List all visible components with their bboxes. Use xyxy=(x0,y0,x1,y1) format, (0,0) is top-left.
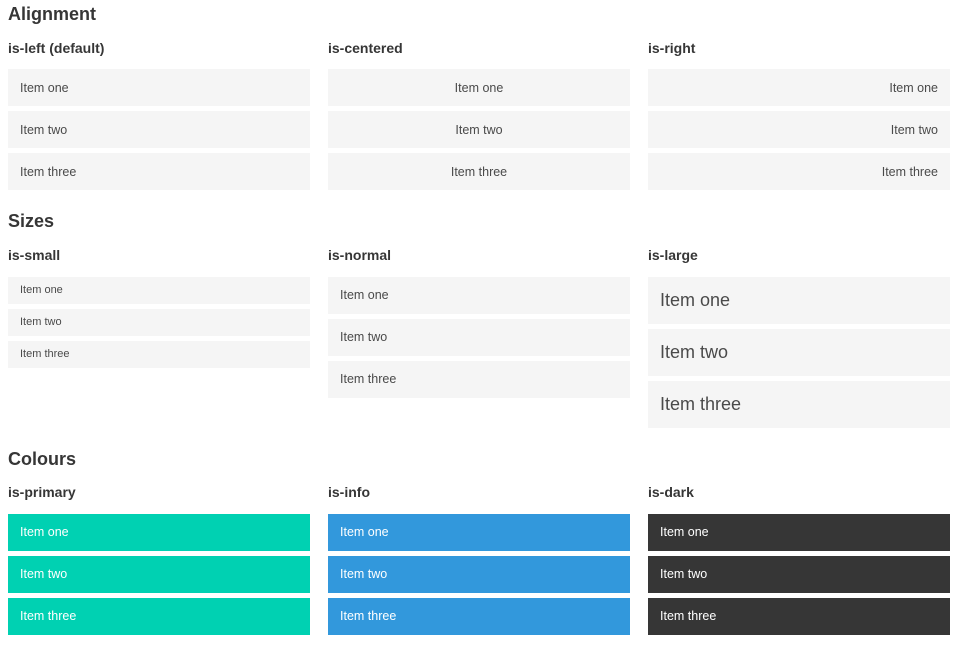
list-item: Item two xyxy=(648,111,950,149)
list-info: Item one Item two Item three xyxy=(328,514,630,636)
variant-title-is-left: is-left (default) xyxy=(8,39,105,56)
list-center-aligned: Item one Item two Item three xyxy=(328,69,630,191)
list-item: Item three xyxy=(648,380,950,428)
list-item: Item three xyxy=(328,153,630,191)
variant-is-left: is-left (default) Item one Item two Item… xyxy=(8,40,310,196)
variant-title-is-primary: is-primary xyxy=(8,484,76,501)
list-item: Item one xyxy=(8,276,310,304)
list-item: Item two xyxy=(8,556,310,594)
alignment-grid: is-left (default) Item one Item two Item… xyxy=(8,40,950,196)
list-small: Item one Item two Item three xyxy=(8,276,310,368)
variant-title-is-small: is-small xyxy=(8,246,61,263)
list-item: Item two xyxy=(8,308,310,336)
list-item: Item one xyxy=(648,69,950,107)
list-normal: Item one Item two Item three xyxy=(328,276,630,398)
list-item: Item one xyxy=(8,69,310,107)
list-item: Item three xyxy=(8,153,310,191)
list-item: Item one xyxy=(328,69,630,107)
list-item: Item three xyxy=(8,340,310,368)
demo-page: Alignment is-left (default) Item one Ite… xyxy=(8,4,950,640)
variant-is-info: is-info Item one Item two Item three xyxy=(328,484,630,640)
section-alignment: Alignment is-left (default) Item one Ite… xyxy=(8,4,950,195)
variant-title-is-dark: is-dark xyxy=(648,484,694,501)
variant-title-is-info: is-info xyxy=(328,484,370,501)
list-item: Item one xyxy=(8,514,310,552)
section-sizes: Sizes is-small Item one Item two Item th… xyxy=(8,211,950,432)
list-primary: Item one Item two Item three xyxy=(8,514,310,636)
variant-is-primary: is-primary Item one Item two Item three xyxy=(8,484,310,640)
list-item: Item two xyxy=(648,556,950,594)
list-large: Item one Item two Item three xyxy=(648,276,950,428)
variant-is-centered: is-centered Item one Item two Item three xyxy=(328,40,630,196)
variant-is-normal: is-normal Item one Item two Item three xyxy=(328,247,630,433)
list-item: Item one xyxy=(328,514,630,552)
list-item: Item three xyxy=(328,598,630,636)
variant-title-is-normal: is-normal xyxy=(328,246,392,263)
list-item: Item three xyxy=(648,153,950,191)
variant-title-is-large: is-large xyxy=(648,246,698,263)
variant-title-is-centered: is-centered xyxy=(328,39,403,56)
list-item: Item three xyxy=(8,598,310,636)
section-title-alignment: Alignment xyxy=(8,4,96,24)
variant-is-right: is-right Item one Item two Item three xyxy=(648,40,950,196)
variant-title-is-right: is-right xyxy=(648,39,696,56)
list-item: Item two xyxy=(328,318,630,356)
section-colours: Colours is-primary Item one Item two Ite… xyxy=(8,449,950,640)
list-item: Item two xyxy=(328,556,630,594)
list-dark: Item one Item two Item three xyxy=(648,514,950,636)
section-title-sizes: Sizes xyxy=(8,211,55,232)
section-title-colours: Colours xyxy=(8,448,77,469)
list-item: Item one xyxy=(648,514,950,552)
variant-is-large: is-large Item one Item two Item three xyxy=(648,247,950,433)
list-item: Item three xyxy=(328,360,630,398)
sizes-grid: is-small Item one Item two Item three is… xyxy=(8,247,950,433)
list-item: Item one xyxy=(328,276,630,314)
list-item: Item two xyxy=(8,111,310,149)
list-item: Item two xyxy=(648,328,950,376)
colours-grid: is-primary Item one Item two Item three … xyxy=(8,484,950,640)
list-right-aligned: Item one Item two Item three xyxy=(648,69,950,191)
list-item: Item one xyxy=(648,276,950,324)
list-item: Item two xyxy=(328,111,630,149)
variant-is-dark: is-dark Item one Item two Item three xyxy=(648,484,950,640)
list-left-aligned: Item one Item two Item three xyxy=(8,69,310,191)
variant-is-small: is-small Item one Item two Item three xyxy=(8,247,310,433)
list-item: Item three xyxy=(648,598,950,636)
